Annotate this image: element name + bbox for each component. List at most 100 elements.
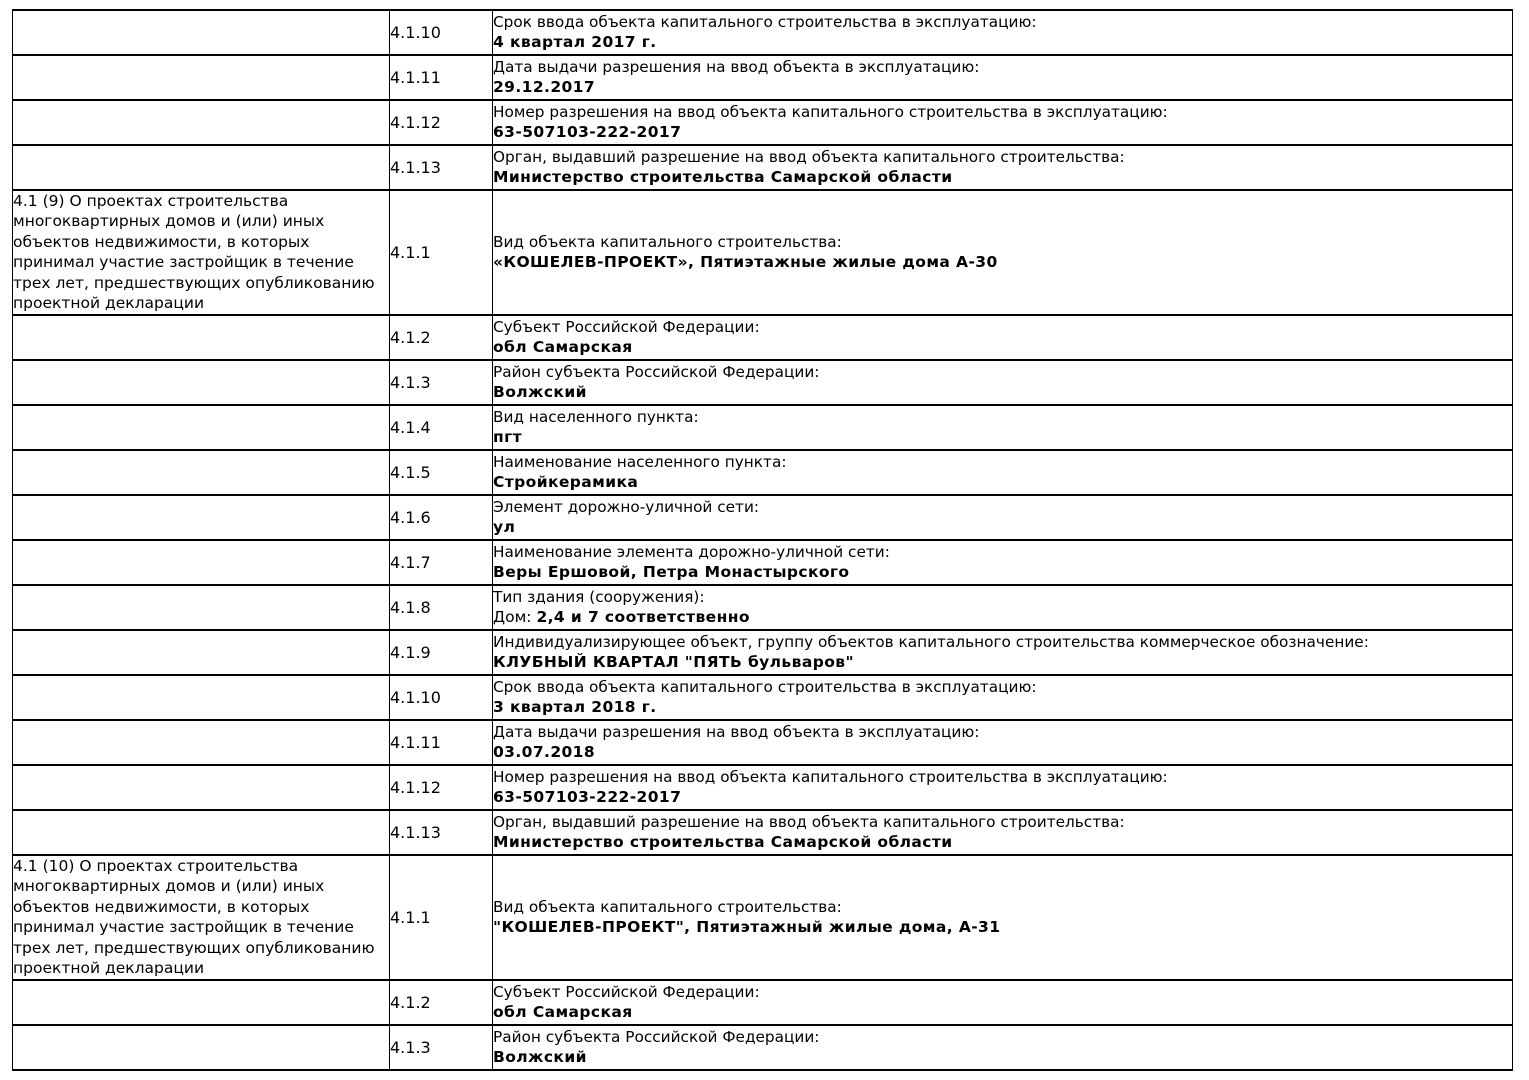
field-value: Волжский bbox=[494, 382, 1512, 403]
field-label: Орган, выдавший разрешение на ввод объек… bbox=[493, 812, 1125, 831]
field-label: Наименование населенного пункта: bbox=[493, 452, 787, 471]
table-row: 4.1.3 Район субъекта Российской Федерации… bbox=[12, 359, 1513, 406]
table-row: 4.1.10 Срок ввода объекта капитального ст… bbox=[12, 674, 1513, 721]
table-row: 4.1.10 Срок ввода объекта капитального ст… bbox=[12, 9, 1513, 56]
field-label: Срок ввода объекта капитального строител… bbox=[493, 677, 1037, 696]
field-cell: Срок ввода объекта капитального строител… bbox=[492, 674, 1513, 721]
field-label: Орган, выдавший разрешение на ввод объек… bbox=[493, 147, 1125, 166]
table-row: 4.1.4 Вид населенного пункта: пгт bbox=[12, 404, 1513, 451]
field-cell: Индивидуализирующее объект, группу объек… bbox=[492, 629, 1513, 676]
field-cell: Дата выдачи разрешения на ввод объекта в… bbox=[492, 719, 1513, 766]
section-cell: 4.1 (10) О проектах строительства многок… bbox=[12, 854, 390, 981]
field-value: Министерство строительства Самарской обл… bbox=[494, 832, 1512, 853]
code-cell: 4.1.8 bbox=[389, 584, 493, 631]
code-cell: 4.1.1 bbox=[389, 854, 493, 981]
field-cell: Наименование населенного пункта: Стройкер… bbox=[492, 449, 1513, 496]
field-value: «КОШЕЛЕВ-ПРОЕКТ», Пятиэтажные жилые дома… bbox=[493, 252, 1512, 273]
section-cell bbox=[12, 9, 390, 56]
code-cell: 4.1.7 bbox=[389, 539, 493, 586]
field-value-text: КЛУБНЫЙ КВАРТАЛ "ПЯТЬ бульваров" bbox=[493, 653, 854, 671]
code-cell: 4.1.5 bbox=[389, 449, 493, 496]
declaration-table-body: 4.1.10 Срок ввода объекта капитального ст… bbox=[12, 9, 1513, 1071]
field-cell: Район субъекта Российской Федерации: Волж… bbox=[492, 1024, 1513, 1071]
field-value-text: Веры Ершовой, Петра Монастырского bbox=[493, 563, 850, 581]
field-value: обл Самарская bbox=[493, 1002, 1512, 1023]
field-label: Индивидуализирующее объект, группу объек… bbox=[493, 632, 1369, 651]
field-cell: Субъект Российской Федерации: обл Самарск… bbox=[492, 314, 1513, 361]
section-cell bbox=[12, 539, 390, 586]
field-value: 4 квартал 2017 г. bbox=[493, 32, 1512, 53]
field-cell: Тип здания (сооружения): Дом: 2,4 и 7 соо… bbox=[492, 584, 1513, 631]
code-cell: 4.1.2 bbox=[389, 979, 493, 1026]
field-value-text: ул bbox=[493, 518, 516, 536]
field-label: Номер разрешения на ввод объекта капитал… bbox=[493, 767, 1168, 786]
field-value: "КОШЕЛЕВ-ПРОЕКТ", Пятиэтажный жилые дома… bbox=[493, 917, 1512, 938]
table-row: 4.1.12 Номер разрешения на ввод объекта к… bbox=[12, 99, 1513, 146]
field-value-text: пгт bbox=[493, 428, 522, 446]
code-cell: 4.1.12 bbox=[389, 99, 493, 146]
code-cell: 4.1.3 bbox=[389, 1024, 493, 1071]
field-cell: Номер разрешения на ввод объекта капитал… bbox=[492, 764, 1513, 811]
section-label: 4.1 (9) О проектах строительства многокв… bbox=[13, 192, 375, 313]
field-label: Дата выдачи разрешения на ввод объекта в… bbox=[493, 57, 980, 76]
code-cell: 4.1.11 bbox=[389, 54, 493, 101]
field-label: Район субъекта Российской Федерации: bbox=[493, 362, 820, 381]
field-value-text: 4 квартал 2017 г. bbox=[493, 33, 657, 51]
section-cell bbox=[12, 584, 390, 631]
field-value-text: «КОШЕЛЕВ-ПРОЕКТ», Пятиэтажные жилые дома… bbox=[493, 253, 998, 271]
table-row: 4.1.13 Орган, выдавший разрешение на ввод… bbox=[12, 144, 1513, 191]
field-value-text: Стройкерамика bbox=[493, 473, 639, 491]
field-value: 29.12.2017 bbox=[494, 77, 1512, 98]
field-value: КЛУБНЫЙ КВАРТАЛ "ПЯТЬ бульваров" bbox=[493, 652, 1512, 673]
section-cell bbox=[12, 314, 390, 361]
section-cell bbox=[12, 809, 390, 856]
code-cell: 4.1.9 bbox=[389, 629, 493, 676]
field-value-text: 63-507103-222-2017 bbox=[493, 123, 682, 141]
section-cell bbox=[12, 54, 390, 101]
field-cell: Срок ввода объекта капитального строител… bbox=[492, 9, 1513, 56]
field-label: Вид объекта капитального строительства: bbox=[493, 232, 842, 251]
field-label: Тип здания (сооружения): bbox=[493, 587, 705, 606]
table-row: 4.1.11 Дата выдачи разрешения на ввод объ… bbox=[12, 719, 1513, 766]
code-cell: 4.1.10 bbox=[389, 9, 493, 56]
field-cell: Орган, выдавший разрешение на ввод объек… bbox=[492, 809, 1513, 856]
field-cell: Элемент дорожно-уличной сети: ул bbox=[492, 494, 1513, 541]
field-value: ул bbox=[493, 517, 1512, 538]
table-row: 4.1.5 Наименование населенного пункта: Стр… bbox=[12, 449, 1513, 496]
field-value: 3 квартал 2018 г. bbox=[493, 697, 1512, 718]
section-label: 4.1 (10) О проектах строительства многок… bbox=[13, 857, 375, 978]
field-cell: Район субъекта Российской Федерации: Волж… bbox=[492, 359, 1513, 406]
field-value-text: обл Самарская bbox=[493, 1003, 633, 1021]
code-cell: 4.1.13 bbox=[389, 144, 493, 191]
field-value: 63-507103-222-2017 bbox=[493, 122, 1512, 143]
table-row: 4.1.3 Район субъекта Российской Федерации… bbox=[12, 1024, 1513, 1071]
code-cell: 4.1.3 bbox=[389, 359, 493, 406]
field-label: Срок ввода объекта капитального строител… bbox=[493, 12, 1037, 31]
declaration-table: 4.1.10 Срок ввода объекта капитального ст… bbox=[12, 9, 1513, 1071]
code-cell: 4.1.6 bbox=[389, 494, 493, 541]
section-cell bbox=[12, 99, 390, 146]
field-value: 03.07.2018 bbox=[493, 742, 1512, 763]
field-label: Район субъекта Российской Федерации: bbox=[493, 1027, 820, 1046]
table-row: 4.1 (10) О проектах строительства многок… bbox=[12, 854, 1513, 981]
field-label: Элемент дорожно-уличной сети: bbox=[493, 497, 760, 516]
table-row: 4.1 (9) О проектах строительства многокв… bbox=[12, 189, 1513, 316]
section-cell bbox=[12, 1024, 390, 1071]
section-cell bbox=[12, 764, 390, 811]
table-row: 4.1.7 Наименование элемента дорожно-уличн… bbox=[12, 539, 1513, 586]
code-cell: 4.1.13 bbox=[389, 809, 493, 856]
field-label: Номер разрешения на ввод объекта капитал… bbox=[493, 102, 1168, 121]
section-cell bbox=[12, 494, 390, 541]
field-cell: Вид объекта капитального строительства: «… bbox=[492, 189, 1513, 316]
field-cell: Наименование элемента дорожно-уличной се… bbox=[492, 539, 1513, 586]
field-value-text: "КОШЕЛЕВ-ПРОЕКТ", Пятиэтажный жилые дома… bbox=[493, 918, 1001, 936]
table-row: 4.1.2 Субъект Российской Федерации: обл Са… bbox=[12, 979, 1513, 1026]
code-cell: 4.1.11 bbox=[389, 719, 493, 766]
section-cell: 4.1 (9) О проектах строительства многокв… bbox=[12, 189, 390, 316]
field-value-text: 3 квартал 2018 г. bbox=[493, 698, 657, 716]
field-value-text: Волжский bbox=[493, 1048, 587, 1066]
section-cell bbox=[12, 359, 390, 406]
field-value-text: 03.07.2018 bbox=[493, 743, 596, 761]
code-cell: 4.1.4 bbox=[389, 404, 493, 451]
